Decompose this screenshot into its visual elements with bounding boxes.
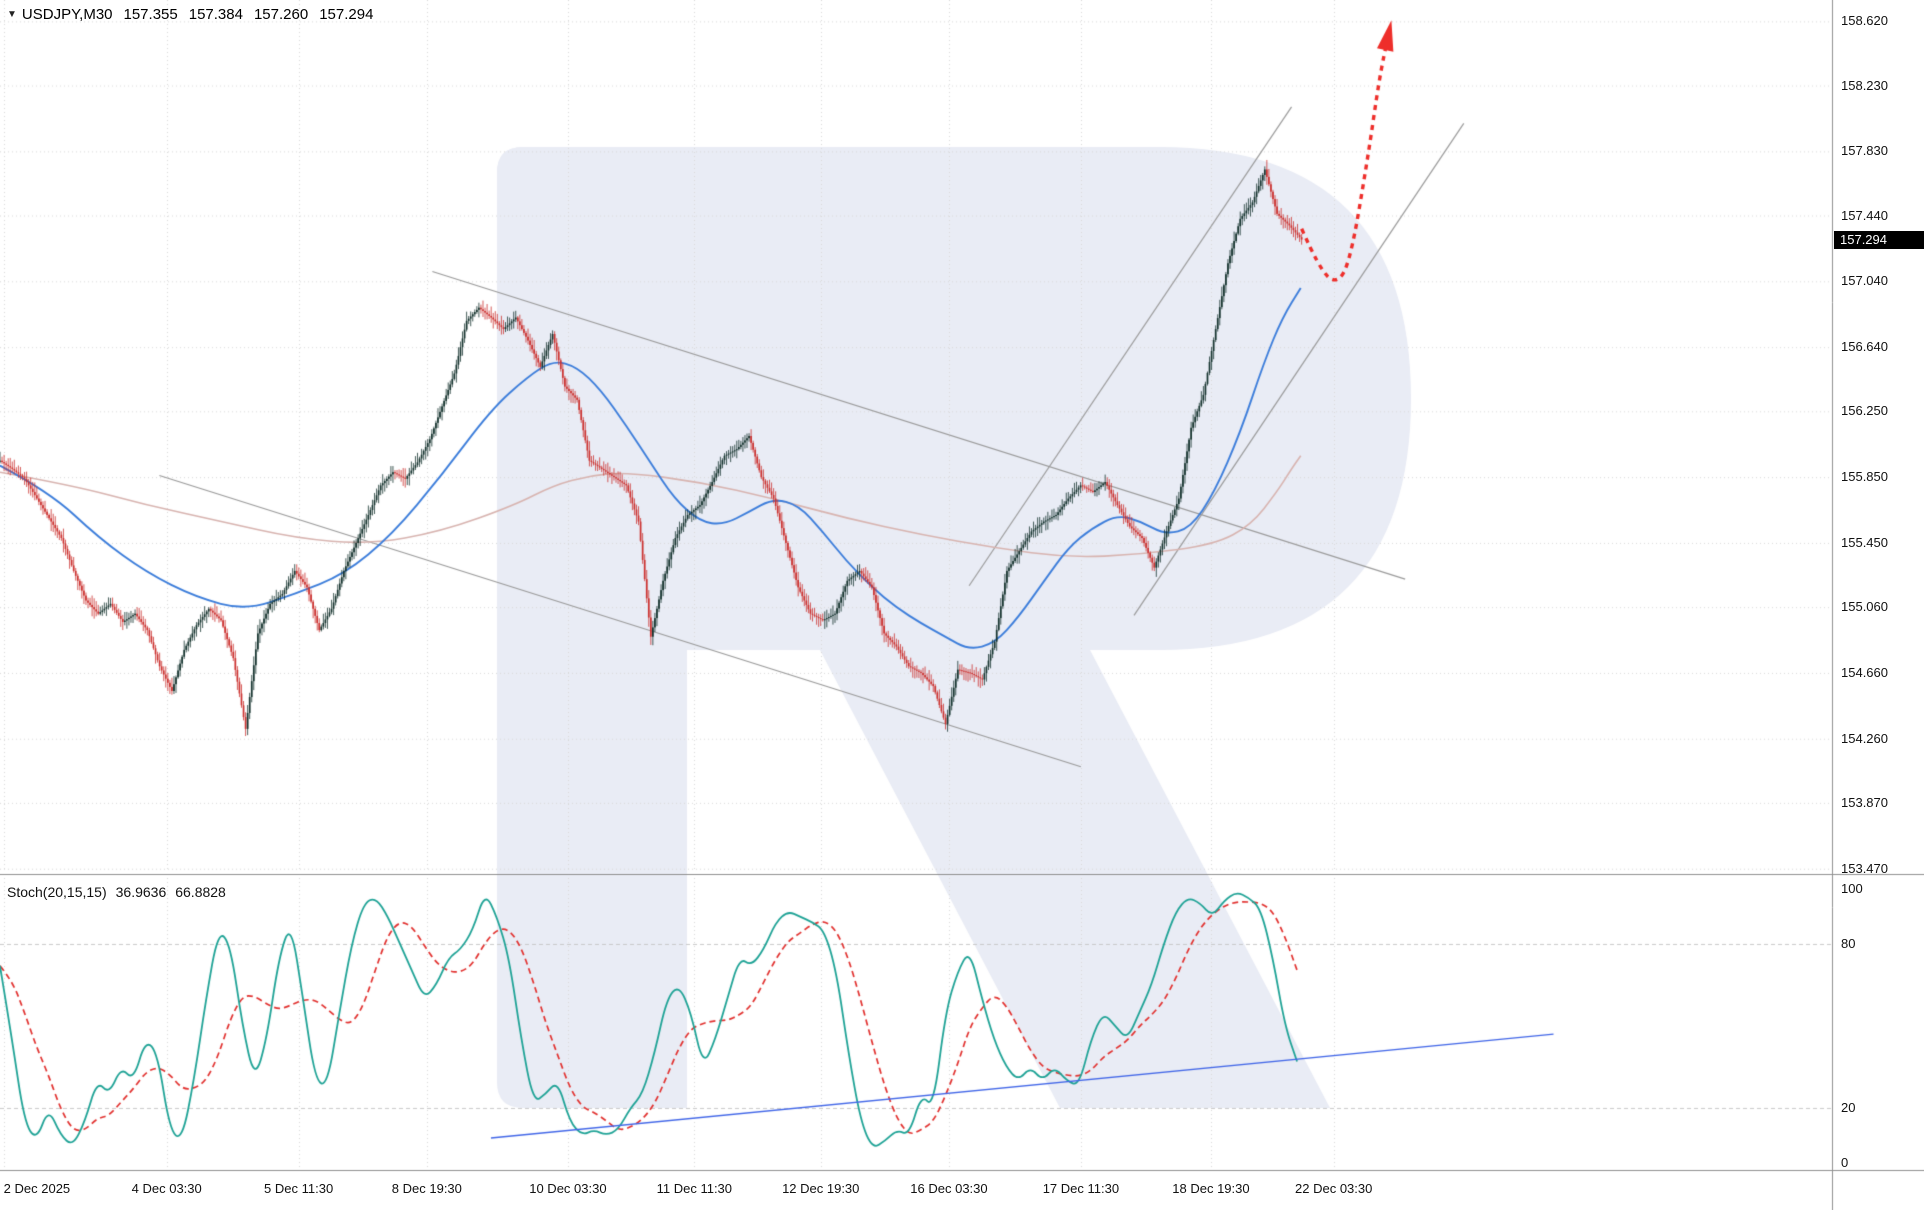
ohlc-high-value: 157.384 <box>188 6 243 23</box>
stoch-value-k: 36.9636 <box>115 884 167 900</box>
chart-header: ▼ USDJPY,M30 157.355 157.384 157.260 157.294 <box>7 6 373 23</box>
ohlc-low-value: 157.260 <box>253 6 309 23</box>
symbol-timeframe-label: USDJPY,M30 <box>21 6 113 23</box>
stoch-name: Stoch(20,15,15) <box>7 884 107 900</box>
stoch-value-d: 66.8828 <box>175 884 226 900</box>
symbol-dropdown-icon[interactable]: ▼ <box>7 9 17 20</box>
current-price-badge: 157.294 <box>1834 230 1924 249</box>
ohlc-open-value: 157.355 <box>123 6 178 23</box>
ohlc-close-value: 157.294 <box>319 6 374 23</box>
stoch-indicator-label: Stoch(20,15,15) 36.9636 66.8828 <box>7 884 226 900</box>
